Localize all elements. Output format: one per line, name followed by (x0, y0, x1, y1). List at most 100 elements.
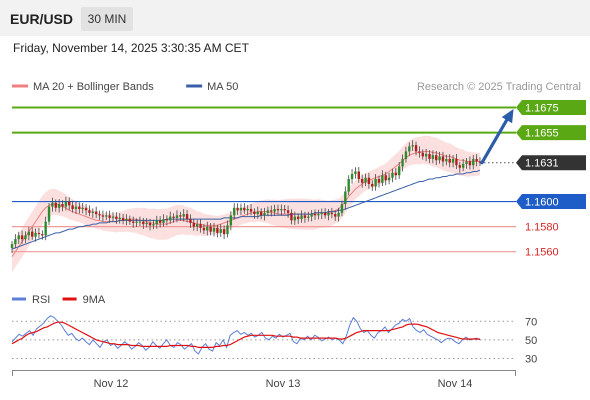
pair-title: EUR/USD (10, 11, 74, 27)
candle-body (31, 231, 34, 237)
candle-body (273, 209, 276, 212)
candle-body (381, 175, 384, 183)
candle-body (441, 156, 445, 162)
candle-body (98, 214, 101, 216)
candle-body (307, 216, 310, 218)
rsi-ma9-line (11, 321, 480, 348)
rsi-legend-swatch-1 (62, 297, 77, 301)
candle-body (74, 206, 78, 210)
candle-body (125, 219, 128, 221)
candle-body (78, 206, 81, 210)
candle-body (360, 178, 364, 183)
candle-body (54, 202, 57, 208)
candle-body (162, 219, 165, 223)
candle-body (34, 232, 37, 237)
candle-body (259, 211, 263, 216)
candle-body (256, 211, 259, 215)
candle-body (37, 232, 41, 235)
candle-body (448, 158, 451, 163)
candle-body (165, 219, 169, 221)
candle-body (44, 221, 47, 236)
candle-body (189, 219, 192, 223)
candle-body (10, 244, 14, 248)
candle-body (478, 161, 482, 163)
level-label-1-1655-tag (516, 125, 586, 141)
candle-body (367, 177, 371, 185)
candle-body (394, 172, 398, 176)
candle-body (455, 158, 458, 166)
candle-body (222, 229, 226, 235)
candle-body (239, 207, 243, 211)
candle-body (350, 173, 354, 179)
candle-body (330, 212, 334, 215)
rsi-legend-swatch-0 (12, 297, 26, 301)
rsi-legend-label-1: 9MA (83, 294, 106, 306)
rsi-line (11, 315, 481, 355)
candle-body (475, 158, 478, 162)
candle-body (229, 215, 233, 226)
candle-body (428, 153, 431, 159)
candle-body (468, 161, 472, 166)
candle-body (172, 216, 175, 218)
candle-body (327, 212, 330, 216)
ma20-line (11, 150, 480, 257)
candle-body (206, 226, 209, 231)
candle-body (202, 227, 206, 231)
candle-body (421, 152, 424, 157)
candle-body (418, 151, 421, 153)
timestamp: Friday, November 14, 2025 3:30:35 AM CET (13, 41, 249, 55)
candle-body (132, 221, 135, 223)
candle-body (233, 207, 236, 216)
candle-body (253, 211, 256, 215)
candle-body (94, 211, 98, 215)
candle-body (155, 220, 158, 225)
candle-body (61, 204, 64, 207)
candle-body (371, 184, 374, 187)
candle-body (216, 227, 219, 233)
candle-body (128, 219, 132, 222)
candle-body (249, 209, 253, 212)
candle-body (199, 224, 202, 228)
rsi-tick-70: 70 (525, 316, 537, 328)
candle-body (71, 205, 74, 210)
legend-swatch-0 (12, 84, 28, 88)
candle-body (438, 156, 441, 161)
candle-body (185, 214, 189, 220)
x-tick-label-0: Nov 12 (94, 378, 129, 390)
candle-body (424, 153, 428, 157)
candle-body (320, 212, 323, 215)
level-label-1-1560: 1.1560 (525, 247, 559, 259)
candle-body (391, 172, 394, 178)
candle-body (152, 224, 155, 226)
candle-body (57, 204, 61, 208)
candle-body (236, 207, 239, 211)
candle-body (88, 210, 91, 213)
candle-body (411, 145, 414, 147)
candle-body (303, 215, 307, 218)
legend-label-0: MA 20 + Bollinger Bands (33, 81, 154, 93)
candle-body (283, 209, 286, 211)
level-label-1-1675: 1.1675 (525, 103, 559, 115)
candle-body (408, 146, 411, 152)
candle-body (91, 211, 95, 213)
candle-body (337, 212, 340, 217)
forecast-arrow (480, 117, 509, 165)
candle-body (158, 220, 162, 223)
candle-body (374, 178, 377, 187)
legend-swatch-1 (186, 84, 203, 88)
candle-body (118, 217, 121, 220)
level-label-1-1631-tag (516, 155, 586, 171)
candle-body (357, 171, 360, 179)
timeframe-button[interactable]: 30 MIN (81, 7, 133, 31)
credit-text: Research © 2025 Trading Central (417, 81, 581, 93)
header-bar: EUR/USD 30 MIN (0, 0, 590, 36)
candle-body (27, 231, 31, 236)
candle-body (192, 222, 196, 227)
candle-body (323, 212, 327, 216)
candle-body (81, 207, 84, 210)
candle-body (404, 151, 408, 159)
candle-body (51, 202, 54, 207)
candle-body (226, 225, 229, 235)
rsi-tick-50: 50 (525, 335, 537, 347)
level-label-1-1675-tag (516, 100, 586, 116)
